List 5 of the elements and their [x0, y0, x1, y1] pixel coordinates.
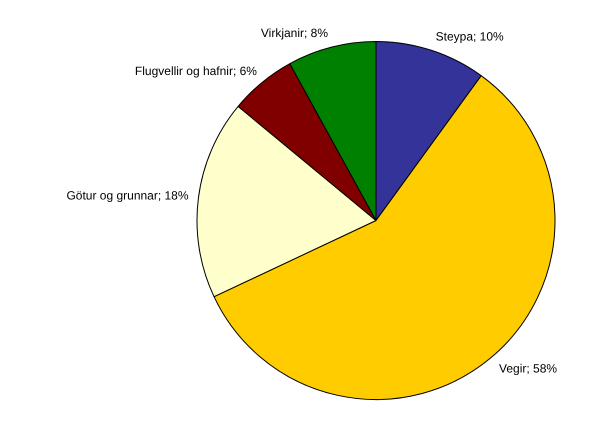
slice-label: Vegir; 58% — [499, 362, 558, 376]
slice-label: Virkjanir; 8% — [260, 26, 328, 40]
slice-label: Flugvellir og hafnir; 6% — [134, 64, 258, 78]
slice-label: Götur og grunnar; 18% — [66, 188, 189, 203]
slice-label: Steypa; 10% — [436, 29, 504, 44]
